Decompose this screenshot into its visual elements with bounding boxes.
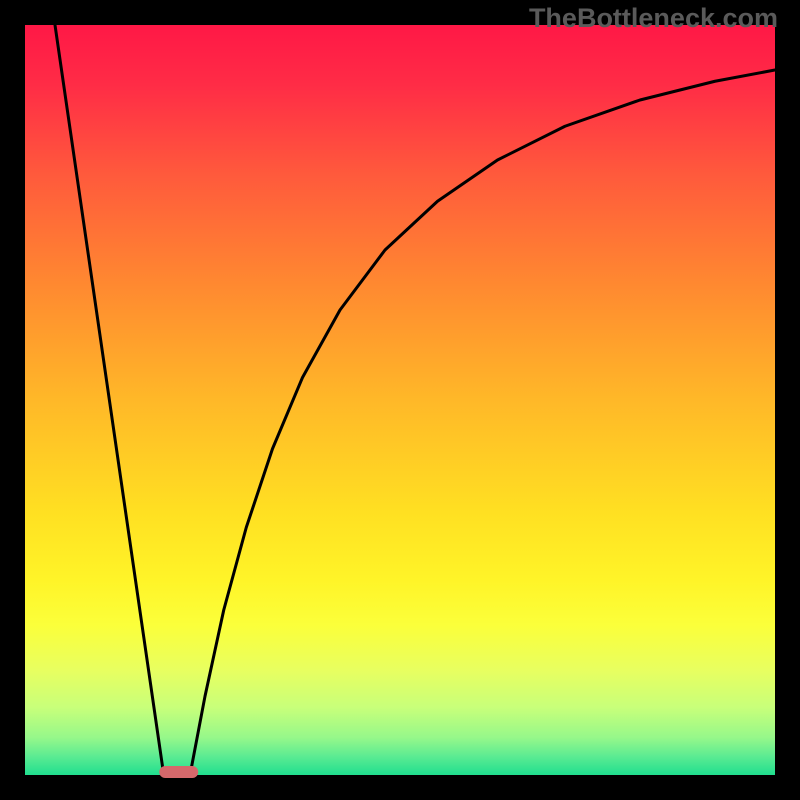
chart-stage: TheBottleneck.com [0,0,800,800]
gradient-plot [25,25,775,775]
chart-svg [0,0,800,800]
bottleneck-marker [159,766,198,778]
watermark-label: TheBottleneck.com [529,3,778,34]
